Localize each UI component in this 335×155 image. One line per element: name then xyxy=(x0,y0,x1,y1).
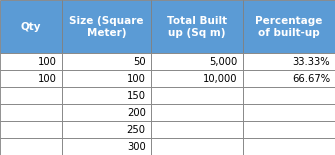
Text: 10,000: 10,000 xyxy=(203,74,238,84)
Text: Size (Square
Meter): Size (Square Meter) xyxy=(69,16,144,38)
Text: Total Built
up (Sq m): Total Built up (Sq m) xyxy=(167,16,227,38)
Bar xyxy=(62,53,151,70)
Bar xyxy=(62,121,151,138)
Text: 100: 100 xyxy=(38,57,57,67)
Bar xyxy=(243,87,335,104)
Text: 100: 100 xyxy=(38,74,57,84)
Bar xyxy=(0,104,62,121)
Bar xyxy=(243,104,335,121)
Bar xyxy=(0,70,62,87)
Text: 33.33%: 33.33% xyxy=(292,57,330,67)
Text: 250: 250 xyxy=(127,125,146,135)
Text: 66.67%: 66.67% xyxy=(292,74,330,84)
Bar xyxy=(151,138,243,155)
Bar xyxy=(62,87,151,104)
Bar xyxy=(62,104,151,121)
Bar xyxy=(62,70,151,87)
Bar xyxy=(0,0,62,53)
Text: Qty: Qty xyxy=(21,22,41,32)
Bar xyxy=(151,0,243,53)
Bar xyxy=(62,138,151,155)
Bar xyxy=(243,0,335,53)
Bar xyxy=(243,70,335,87)
Bar xyxy=(243,121,335,138)
Bar xyxy=(243,138,335,155)
Text: 50: 50 xyxy=(133,57,146,67)
Text: 150: 150 xyxy=(127,91,146,101)
Bar xyxy=(62,0,151,53)
Bar xyxy=(0,121,62,138)
Text: 300: 300 xyxy=(127,142,146,152)
Bar xyxy=(0,53,62,70)
Bar xyxy=(0,87,62,104)
Bar xyxy=(151,87,243,104)
Text: Percentage
of built-up: Percentage of built-up xyxy=(255,16,323,38)
Text: 200: 200 xyxy=(127,108,146,118)
Bar xyxy=(151,53,243,70)
Text: 100: 100 xyxy=(127,74,146,84)
Bar xyxy=(151,70,243,87)
Bar xyxy=(151,104,243,121)
Bar xyxy=(151,121,243,138)
Bar xyxy=(0,138,62,155)
Text: 5,000: 5,000 xyxy=(210,57,238,67)
Bar xyxy=(243,53,335,70)
